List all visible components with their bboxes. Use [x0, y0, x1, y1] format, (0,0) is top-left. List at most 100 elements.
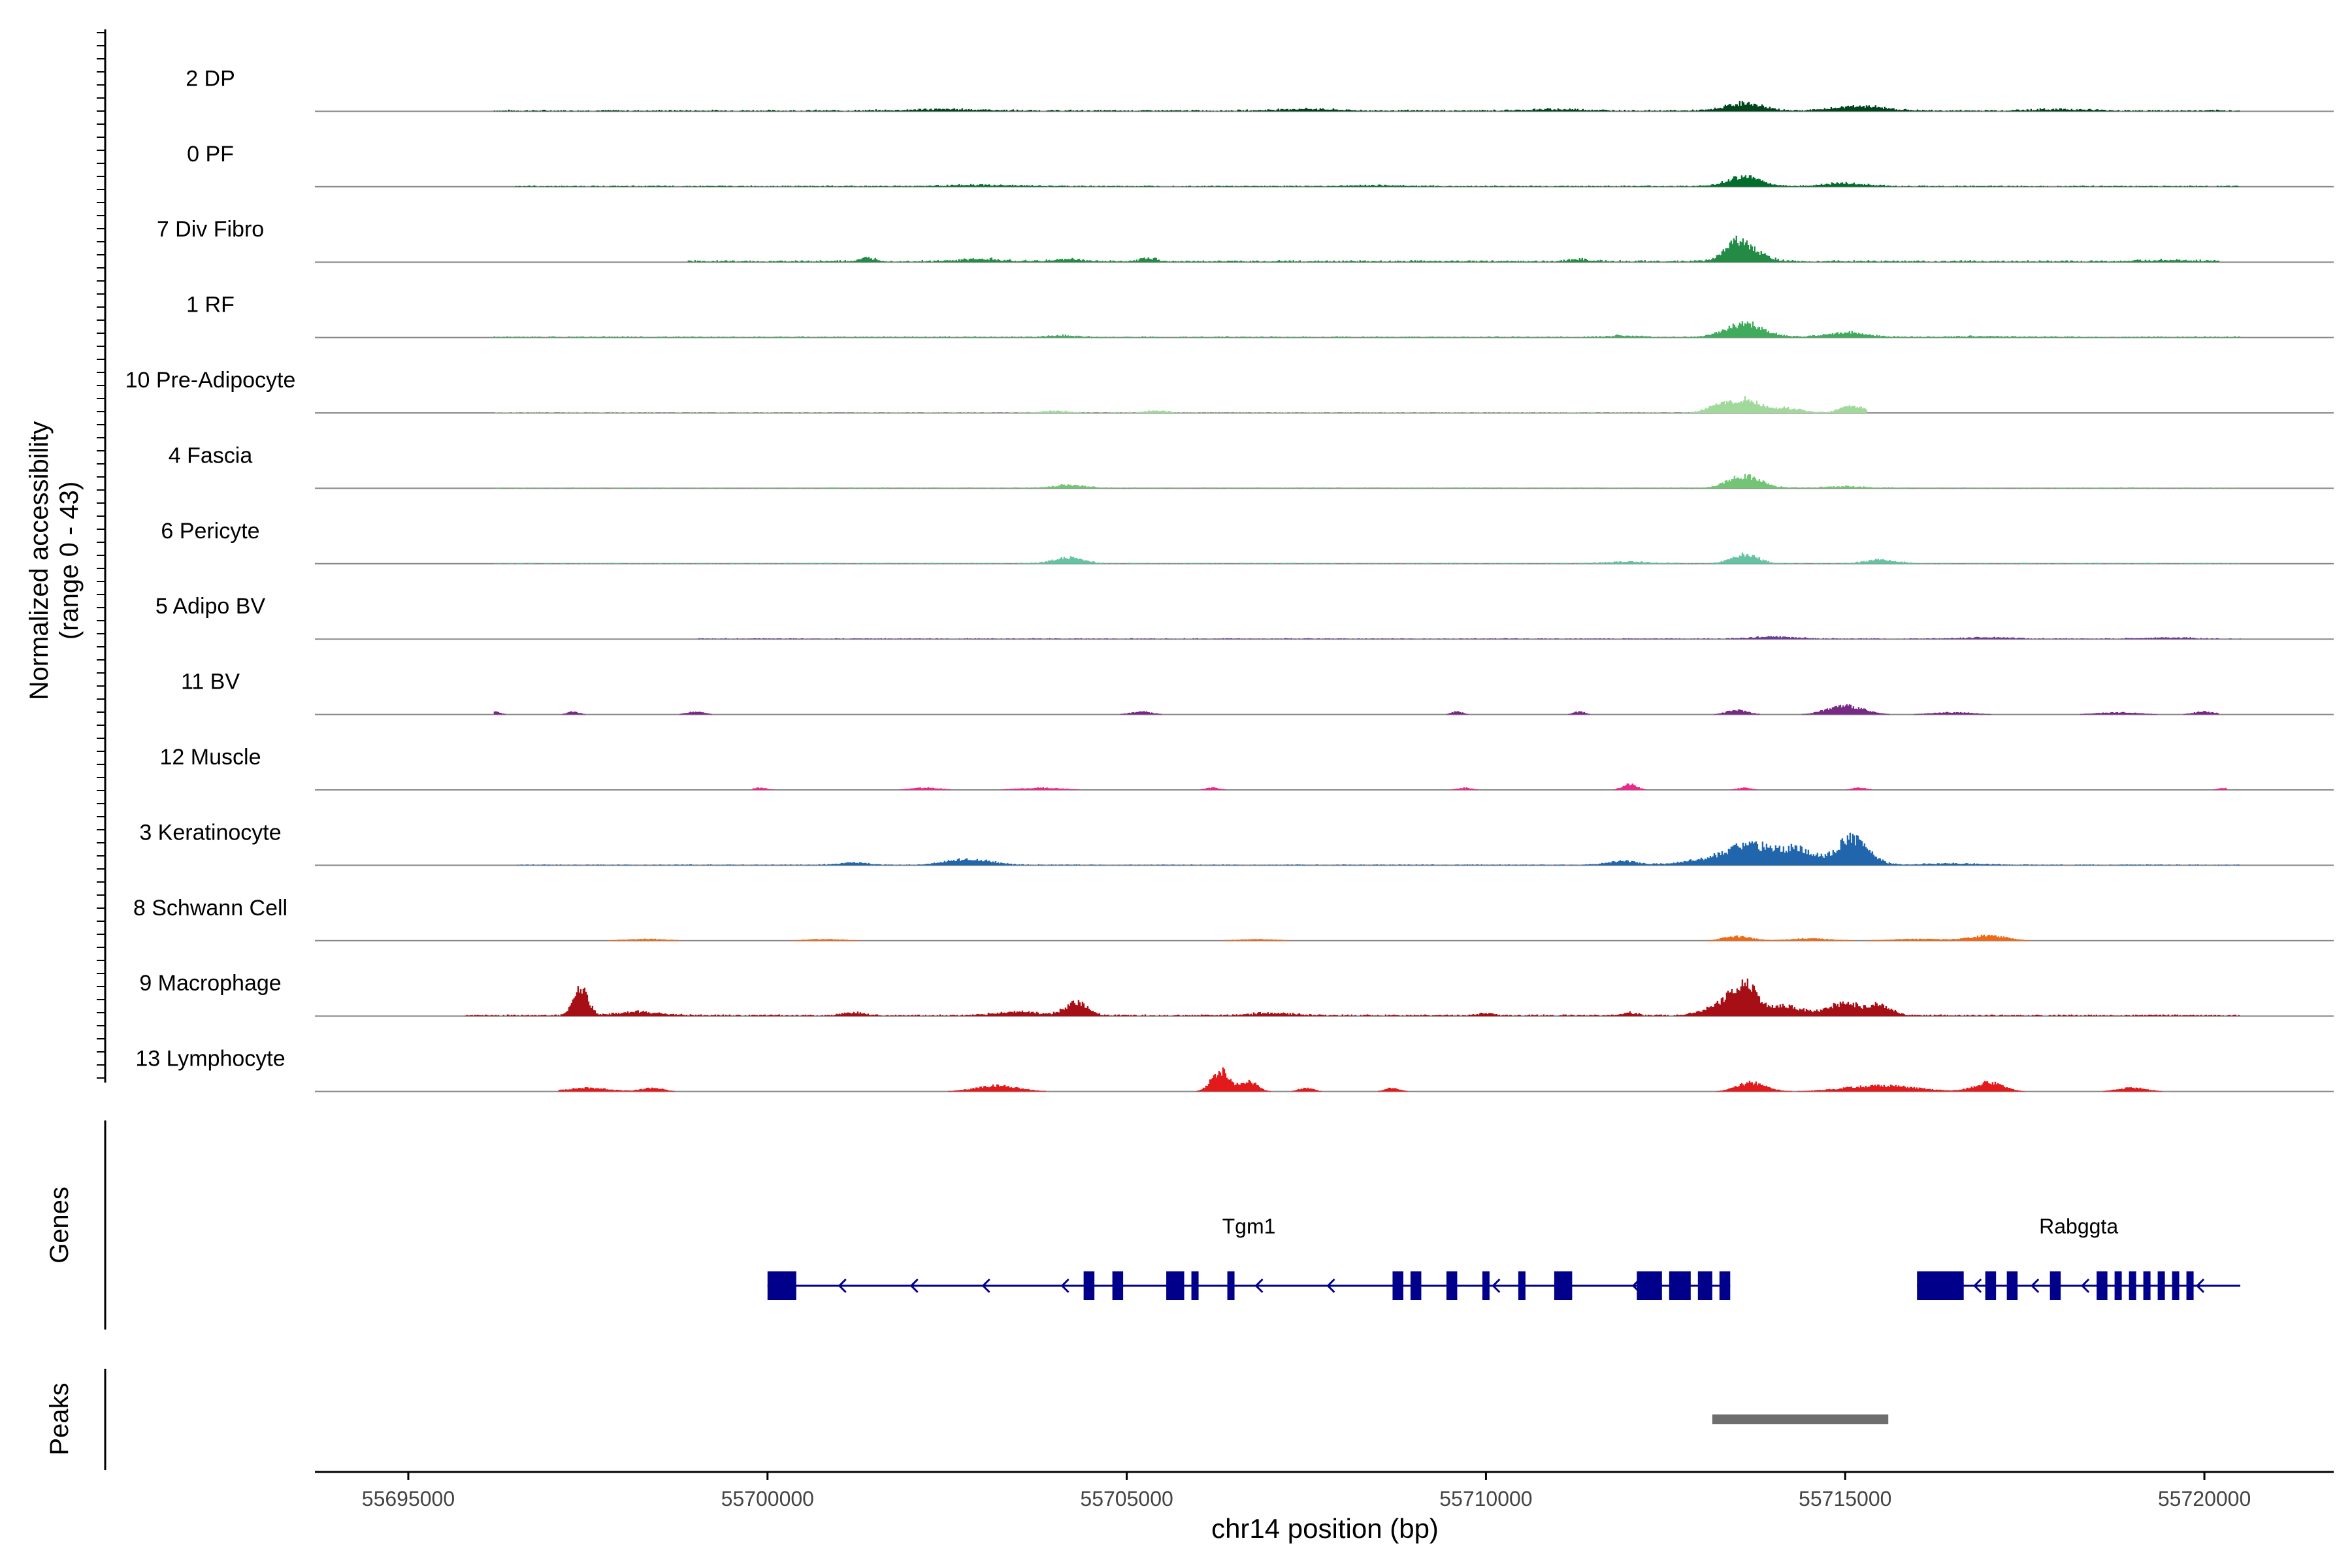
track-1: 2 DP: [186, 66, 2334, 112]
track-label: 8 Schwann Cell: [133, 896, 287, 921]
gene-exon: [1554, 1271, 1573, 1300]
gene-exon: [1446, 1271, 1458, 1300]
gene-exon: [1166, 1271, 1184, 1300]
y-axis-range-label: (range 0 - 43): [55, 482, 84, 640]
gene-annotations: Tgm1 Rabggta: [767, 1215, 2241, 1300]
strand-arrow: [1492, 1278, 1501, 1294]
gene-exon: [1917, 1271, 1964, 1300]
track-label: 11 BV: [181, 670, 240, 694]
strand-arrow: [1060, 1278, 1070, 1294]
strand-arrow: [838, 1278, 847, 1294]
coverage-tracks: 2 DP 0 PF 7 Div Fibro 1 RF 10 Pre-Adipocyte 4…: [125, 66, 2334, 1092]
gene-exon: [1482, 1271, 1490, 1300]
track-2: 0 PF: [187, 142, 2334, 188]
track-12: 8 Schwann Cell: [133, 896, 2334, 941]
gene-exon: [1083, 1271, 1095, 1300]
gene-rabggta: Rabggta: [1917, 1215, 2241, 1300]
x-tick-label: 55715000: [1799, 1487, 1891, 1511]
coverage-area: [515, 175, 2240, 187]
track-label: 3 Keratinocyte: [139, 820, 281, 845]
coverage-area: [752, 783, 2227, 790]
gene-exon: [1227, 1271, 1235, 1300]
track-label: 6 Pericyte: [161, 519, 259, 544]
coverage-area: [493, 704, 2219, 715]
gene-exon: [1697, 1271, 1712, 1300]
gene-exon: [2050, 1271, 2061, 1300]
peak-regions: [1712, 1414, 1889, 1424]
gene-exon: [1669, 1271, 1691, 1300]
x-axis-ticks: 55695000 55700000 55705000 55710000 55715000…: [362, 1472, 2251, 1511]
gene-exon: [1719, 1271, 1731, 1300]
track-4: 1 RF: [186, 293, 2334, 338]
gene-exon: [1637, 1271, 1662, 1300]
track-label: 10 Pre-Adipocyte: [125, 368, 296, 393]
gene-exon: [1518, 1271, 1526, 1300]
strand-arrow: [2080, 1278, 2090, 1294]
track-label: 7 Div Fibro: [157, 217, 264, 242]
coverage-area: [465, 978, 2240, 1017]
peak-bar: [1712, 1414, 1889, 1424]
gene-exon: [767, 1271, 796, 1300]
coverage-y-ticks: [97, 32, 105, 1079]
x-tick-label: 55710000: [1439, 1487, 1532, 1511]
strand-arrow: [909, 1278, 919, 1294]
track-9: 11 BV: [181, 670, 2334, 715]
coverage-area: [687, 235, 2219, 263]
track-label: 4 Fascia: [169, 443, 253, 468]
x-tick-label: 55705000: [1080, 1487, 1173, 1511]
coverage-area: [493, 101, 2240, 112]
gene-tgm1: Tgm1: [767, 1215, 1731, 1300]
x-tick-label: 55695000: [362, 1487, 455, 1511]
track-label: 0 PF: [187, 142, 234, 167]
coverage-area: [516, 832, 2241, 866]
coverage-area: [558, 1067, 2163, 1092]
track-14: 13 Lymphocyte: [135, 1047, 2334, 1092]
genes-panel-label: Genes: [45, 1186, 74, 1264]
gene-exon: [2157, 1271, 2165, 1300]
track-5: 10 Pre-Adipocyte: [125, 368, 2334, 414]
coverage-area: [697, 636, 2241, 640]
track-label: 9 Macrophage: [139, 971, 281, 996]
strand-arrow: [1254, 1278, 1264, 1294]
track-11: 3 Keratinocyte: [139, 820, 2334, 866]
gene-exon: [2143, 1271, 2151, 1300]
track-6: 4 Fascia: [169, 443, 2334, 489]
coverage-area: [495, 396, 1868, 413]
gene-exon: [1112, 1271, 1124, 1300]
strand-arrow: [2031, 1278, 2040, 1294]
coverage-area: [493, 321, 2242, 338]
track-8: 5 Adipo BV: [155, 594, 2334, 640]
track-label: 1 RF: [186, 293, 235, 318]
gene-exon: [2114, 1271, 2122, 1300]
strand-arrow: [1631, 1278, 1641, 1294]
track-7: 6 Pericyte: [161, 519, 2334, 564]
track-label: 2 DP: [186, 66, 235, 91]
gene-exon: [1191, 1271, 1199, 1300]
strand-arrow: [1973, 1278, 1982, 1294]
gene-exon: [2172, 1271, 2180, 1300]
gene-exon: [2129, 1271, 2136, 1300]
track-label: 5 Adipo BV: [155, 594, 266, 619]
gene-exon: [2186, 1271, 2194, 1300]
gene-exon: [1410, 1271, 1422, 1300]
x-axis-label: chr14 position (bp): [1211, 1513, 1439, 1544]
y-axis-label: Normalized accessibility: [25, 421, 54, 700]
gene-exon: [2006, 1271, 2018, 1300]
track-10: 12 Muscle: [160, 745, 2334, 791]
track-13: 9 Macrophage: [139, 971, 2334, 1017]
x-tick-label: 55700000: [721, 1487, 814, 1511]
peaks-panel-label: Peaks: [45, 1382, 74, 1455]
gene-name: Rabggta: [2039, 1215, 2118, 1238]
track-3: 7 Div Fibro: [157, 217, 2334, 263]
strand-arrow: [981, 1278, 990, 1294]
x-tick-label: 55720000: [2158, 1487, 2251, 1511]
coverage-area: [495, 552, 2240, 564]
strand-arrow: [1413, 1278, 1422, 1294]
gene-exon: [1985, 1271, 1997, 1300]
track-label: 12 Muscle: [160, 745, 261, 770]
gene-exon: [1392, 1271, 1403, 1300]
strand-arrow: [2195, 1278, 2205, 1294]
coverage-area: [608, 934, 2030, 941]
track-label: 13 Lymphocyte: [135, 1047, 285, 1071]
